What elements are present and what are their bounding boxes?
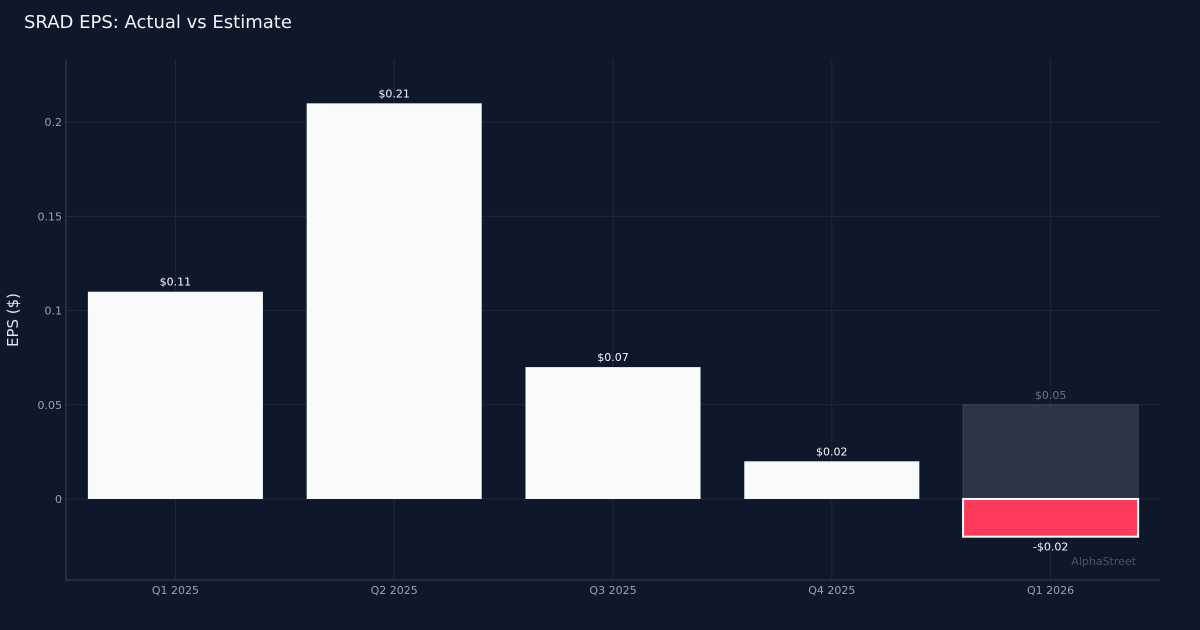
actual-label: -$0.02 bbox=[1033, 541, 1068, 554]
actual-bar bbox=[306, 103, 482, 499]
x-tick-label: Q2 2025 bbox=[371, 584, 418, 597]
y-tick-label: 0.05 bbox=[38, 399, 63, 412]
actual-bar-miss bbox=[962, 497, 1140, 538]
axes: 0 0.05 0.1 0.15 0.2 Q1 2025 Q2 2025 Q3 2025 Q4 2… bbox=[38, 60, 1160, 597]
actual-label: $0.02 bbox=[816, 445, 848, 458]
y-tick-label: 0.15 bbox=[38, 210, 63, 223]
y-axis-title: EPS ($) bbox=[4, 293, 22, 347]
x-tick-label: Q1 2026 bbox=[1027, 584, 1074, 597]
data-labels: $0.05 $0.11 $0.21 $0.07 $0.02 -$0.02 bbox=[160, 87, 1069, 553]
y-tick-label: 0 bbox=[55, 493, 62, 506]
x-tick-label: Q1 2025 bbox=[152, 584, 199, 597]
actual-bar bbox=[87, 291, 263, 499]
y-tick-label: 0.1 bbox=[45, 305, 63, 318]
x-tick-label: Q3 2025 bbox=[589, 584, 636, 597]
bars bbox=[87, 103, 1140, 538]
actual-label: $0.07 bbox=[597, 351, 629, 364]
y-tick-label: 0.2 bbox=[45, 116, 63, 129]
estimate-bar bbox=[962, 404, 1139, 500]
actual-label: $0.11 bbox=[160, 276, 192, 289]
actual-label: $0.21 bbox=[378, 87, 410, 100]
watermark: AlphaStreet bbox=[1071, 555, 1136, 568]
chart-title: SRAD EPS: Actual vs Estimate bbox=[24, 12, 292, 33]
x-tick-label: Q4 2025 bbox=[808, 584, 855, 597]
actual-bar bbox=[744, 461, 920, 499]
estimate-label: $0.05 bbox=[1035, 389, 1067, 402]
actual-bar bbox=[525, 367, 701, 499]
